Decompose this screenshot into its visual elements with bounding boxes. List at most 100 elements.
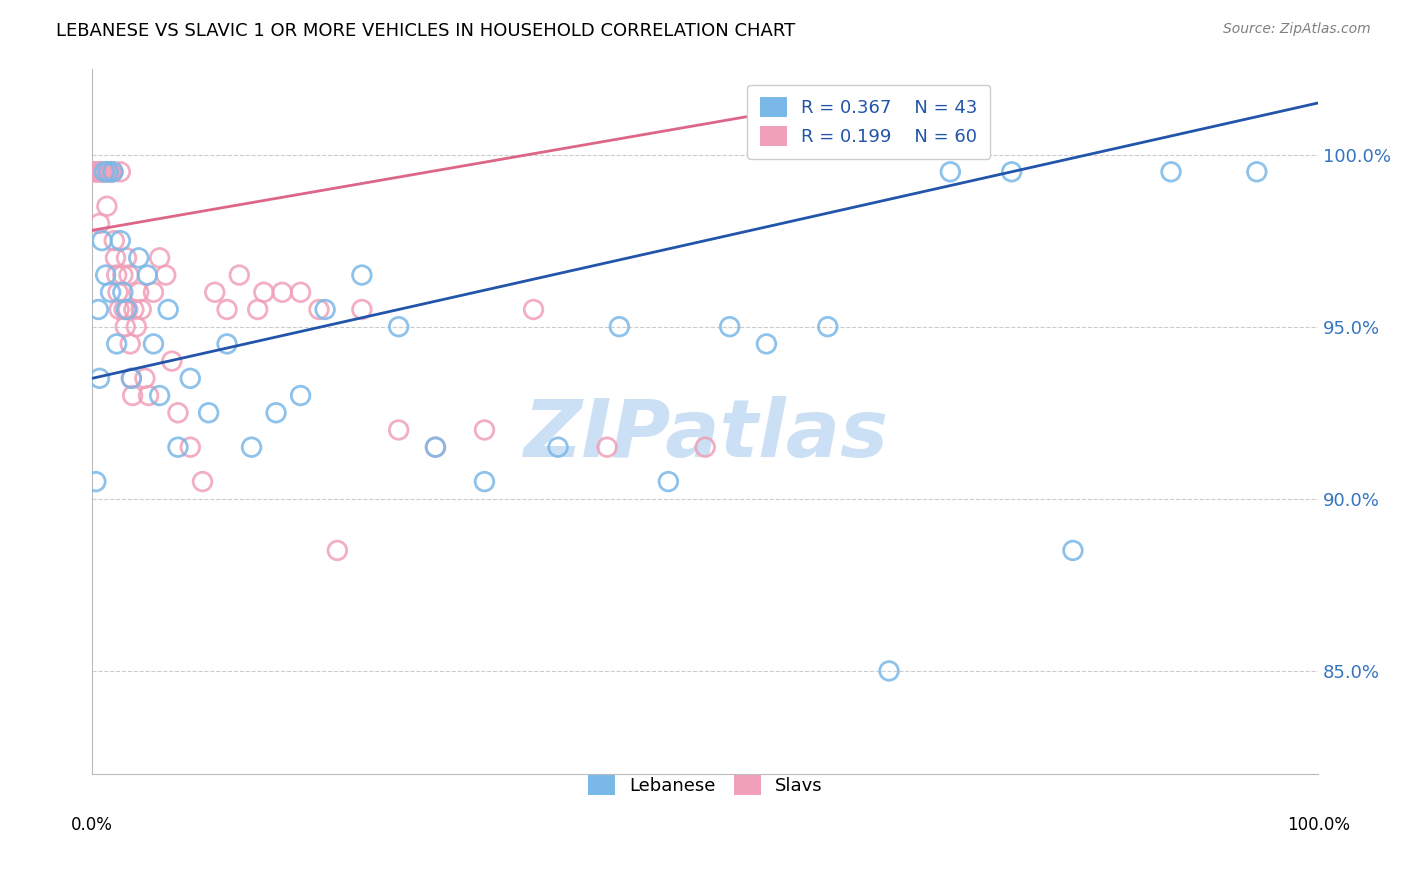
Point	[596, 440, 619, 454]
Point	[103, 234, 125, 248]
Point	[83, 165, 105, 179]
Point	[240, 440, 263, 454]
Point	[695, 440, 717, 454]
Legend: Lebanese, Slavs: Lebanese, Slavs	[579, 766, 832, 804]
Point	[110, 165, 132, 179]
Point	[100, 285, 122, 300]
Point	[264, 406, 287, 420]
Point	[91, 165, 114, 179]
Point	[94, 268, 117, 282]
Point	[314, 302, 336, 317]
Point	[87, 302, 110, 317]
Text: 0.0%: 0.0%	[72, 815, 112, 833]
Point	[91, 165, 114, 179]
Point	[215, 337, 238, 351]
Point	[142, 285, 165, 300]
Point	[111, 285, 134, 300]
Point	[425, 440, 447, 454]
Point	[104, 251, 127, 265]
Point	[87, 165, 110, 179]
Point	[89, 216, 111, 230]
Point	[271, 285, 294, 300]
Point	[290, 285, 312, 300]
Point	[97, 165, 120, 179]
Point	[93, 165, 115, 179]
Text: Source: ZipAtlas.com: Source: ZipAtlas.com	[1223, 22, 1371, 37]
Point	[215, 302, 238, 317]
Point	[474, 423, 496, 437]
Point	[107, 285, 129, 300]
Point	[290, 388, 312, 402]
Point	[108, 302, 131, 317]
Point	[120, 371, 142, 385]
Point	[939, 165, 962, 179]
Point	[326, 543, 349, 558]
Point	[246, 302, 269, 317]
Point	[160, 354, 183, 368]
Text: LEBANESE VS SLAVIC 1 OR MORE VEHICLES IN HOUSEHOLD CORRELATION CHART: LEBANESE VS SLAVIC 1 OR MORE VEHICLES IN…	[56, 22, 796, 40]
Point	[877, 664, 900, 678]
Point	[101, 165, 124, 179]
Point	[125, 319, 148, 334]
Point	[607, 319, 630, 334]
Point	[134, 371, 156, 385]
Point	[128, 251, 150, 265]
Point	[105, 337, 128, 351]
Point	[1160, 165, 1182, 179]
Point	[179, 440, 201, 454]
Point	[1001, 165, 1024, 179]
Point	[128, 285, 150, 300]
Point	[755, 337, 778, 351]
Point	[110, 234, 132, 248]
Point	[136, 268, 159, 282]
Point	[547, 440, 569, 454]
Text: 100.0%: 100.0%	[1286, 815, 1350, 833]
Point	[97, 165, 120, 179]
Point	[1246, 165, 1268, 179]
Point	[84, 475, 107, 489]
Point	[112, 302, 135, 317]
Point	[522, 302, 544, 317]
Point	[91, 234, 114, 248]
Point	[167, 440, 190, 454]
Point	[120, 371, 142, 385]
Point	[98, 165, 121, 179]
Point	[94, 165, 117, 179]
Point	[101, 165, 124, 179]
Point	[1062, 543, 1084, 558]
Point	[308, 302, 330, 317]
Point	[155, 268, 177, 282]
Point	[86, 165, 108, 179]
Point	[89, 371, 111, 385]
Point	[388, 319, 411, 334]
Point	[474, 475, 496, 489]
Point	[204, 285, 226, 300]
Point	[122, 302, 145, 317]
Point	[93, 165, 115, 179]
Point	[101, 165, 124, 179]
Point	[718, 319, 741, 334]
Point	[100, 165, 122, 179]
Point	[179, 371, 201, 385]
Point	[96, 199, 118, 213]
Point	[350, 302, 373, 317]
Point	[90, 165, 112, 179]
Point	[425, 440, 447, 454]
Point	[228, 268, 250, 282]
Point	[197, 406, 219, 420]
Point	[111, 268, 134, 282]
Point	[350, 268, 373, 282]
Point	[84, 165, 107, 179]
Point	[114, 319, 136, 334]
Point	[121, 388, 143, 402]
Point	[120, 337, 142, 351]
Point	[657, 475, 679, 489]
Point	[138, 388, 160, 402]
Point	[115, 251, 138, 265]
Point	[253, 285, 276, 300]
Point	[149, 388, 172, 402]
Point	[115, 302, 138, 317]
Point	[167, 406, 190, 420]
Point	[149, 251, 172, 265]
Point	[118, 268, 141, 282]
